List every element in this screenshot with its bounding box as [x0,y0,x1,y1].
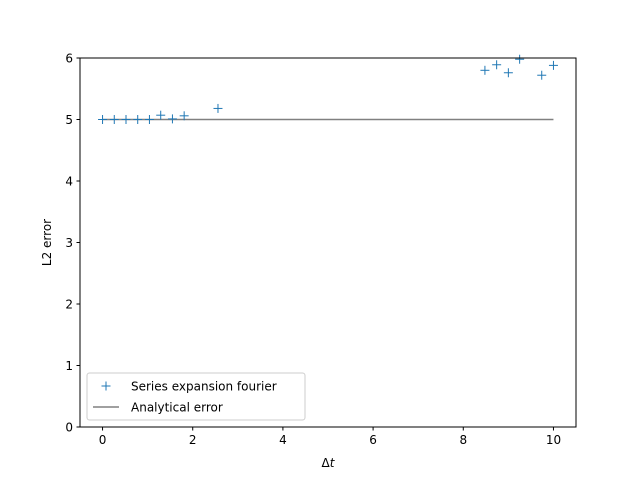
y-tick-label: 6 [65,51,73,65]
data-point [213,103,223,113]
data-point [515,54,525,64]
data-point [480,65,490,75]
x-tick-label: 0 [99,433,107,447]
y-tick-label: 1 [65,359,73,373]
data-point [98,115,108,124]
legend-entry: Series expansion fourier [101,379,277,393]
data-point [144,115,154,124]
legend-label: Series expansion fourier [131,379,277,393]
data-point [503,68,513,78]
y-tick-label: 0 [65,420,73,434]
data-point [179,111,189,121]
legend-entry: Analytical error [93,400,223,414]
data-point [537,70,547,80]
axes: 0 2 4 6 8 10 0 1 2 3 4 5 6 [65,51,577,447]
x-tick-label: 4 [279,433,287,447]
data-point [548,60,558,70]
y-tick-label: 3 [65,236,73,250]
data-point [156,110,166,120]
legend-label: Analytical error [131,400,223,414]
data-point [121,115,131,124]
data-point [109,115,119,124]
x-tick-label: 2 [189,433,197,447]
data-point [167,114,177,124]
y-axis-label: L2 error [40,219,54,266]
legend: Series expansion fourier Analytical error [86,372,306,421]
data-point [133,115,143,124]
y-tick-label: 5 [65,113,73,127]
x-tick-label: 10 [546,433,561,447]
x-axis-label: Δt [322,456,336,470]
plot-area [98,54,558,124]
data-point [492,60,502,70]
y-tick-label: 2 [65,297,73,311]
x-tick-label: 8 [459,433,467,447]
y-tick-label: 4 [65,174,73,188]
legend-box [86,372,306,421]
x-tick-label: 6 [369,433,377,447]
